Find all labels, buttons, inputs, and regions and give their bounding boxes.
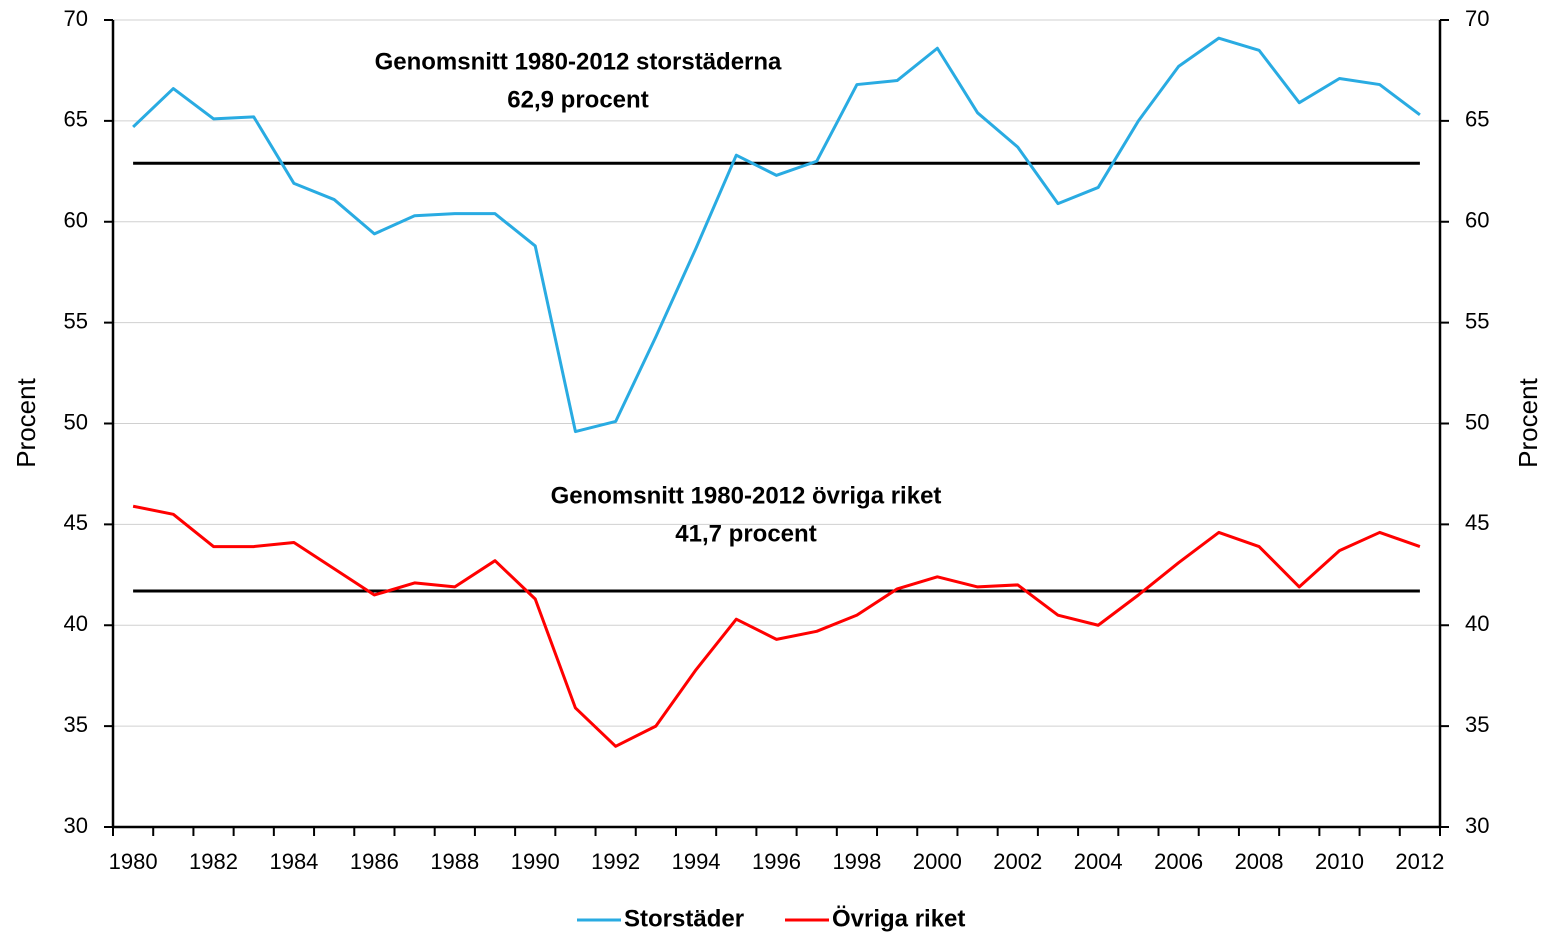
x-tick-label: 2008 [1235, 849, 1284, 874]
x-tick-label: 1996 [752, 849, 801, 874]
annotation: Genomsnitt 1980-2012 storstäderna [375, 48, 782, 75]
y2-tick-label: 50 [1465, 409, 1489, 434]
x-tick-label: 2012 [1395, 849, 1444, 874]
y2-tick-label: 35 [1465, 712, 1489, 737]
y2-tick-label: 30 [1465, 813, 1489, 838]
x-tick-label: 1998 [832, 849, 881, 874]
y-tick-label: 35 [64, 712, 88, 737]
annotation: 41,7 procent [675, 520, 816, 547]
x-tick-label: 1990 [511, 849, 560, 874]
x-tick-label: 2010 [1315, 849, 1364, 874]
x-tick-label: 1994 [672, 849, 721, 874]
y-tick-label: 30 [64, 813, 88, 838]
x-tick-label: 1986 [350, 849, 399, 874]
y-tick-label: 55 [64, 308, 88, 333]
x-tick-label: 1988 [430, 849, 479, 874]
y2-tick-label: 70 [1465, 6, 1489, 31]
series-line [132, 504, 1421, 748]
series-line [132, 36, 1421, 434]
y2-tick-label: 55 [1465, 308, 1489, 333]
legend-label: Storstäder [624, 905, 744, 932]
y2-tick-label: 65 [1465, 107, 1489, 132]
x-tick-label: 1992 [591, 849, 640, 874]
x-tick-label: 1984 [269, 849, 318, 874]
y-tick-label: 60 [64, 208, 88, 233]
y2-tick-label: 45 [1465, 510, 1489, 535]
annotation: Genomsnitt 1980-2012 övriga riket [551, 482, 942, 509]
y-axis-label: Procent [11, 377, 41, 467]
y2-tick-label: 60 [1465, 208, 1489, 233]
x-tick-label: 1980 [109, 849, 158, 874]
legend-label: Övriga riket [832, 905, 965, 932]
y-tick-label: 45 [64, 510, 88, 535]
y-tick-label: 65 [64, 107, 88, 132]
y2-axis-label: Procent [1513, 377, 1543, 467]
x-tick-label: 2000 [913, 849, 962, 874]
x-tick-label: 2004 [1074, 849, 1123, 874]
y2-tick-label: 40 [1465, 611, 1489, 636]
y-tick-label: 40 [64, 611, 88, 636]
y-tick-label: 70 [64, 6, 88, 31]
annotation: 62,9 procent [507, 86, 648, 113]
x-tick-label: 2002 [993, 849, 1042, 874]
x-tick-label: 2006 [1154, 849, 1203, 874]
x-tick-label: 1982 [189, 849, 238, 874]
y-tick-label: 50 [64, 409, 88, 434]
